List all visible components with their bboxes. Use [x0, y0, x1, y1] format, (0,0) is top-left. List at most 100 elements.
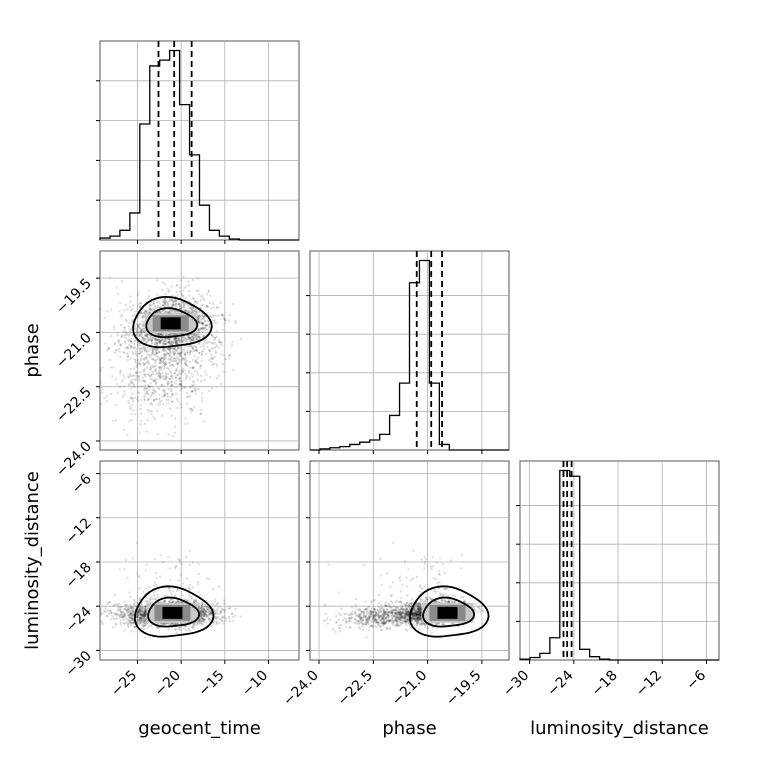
sample-point: [362, 610, 365, 613]
sample-point: [153, 584, 157, 587]
sample-point: [123, 567, 126, 571]
sample-point: [190, 597, 193, 601]
sample-point: [201, 604, 204, 607]
sample-point: [130, 612, 134, 615]
sample-point: [172, 364, 175, 367]
sample-point: [177, 600, 181, 603]
sample-point: [222, 314, 225, 317]
sample-point: [132, 625, 136, 629]
sample-point: [195, 345, 198, 348]
sample-point: [149, 395, 153, 398]
sample-point: [114, 623, 118, 627]
sample-point: [191, 384, 194, 387]
sample-point: [194, 337, 198, 340]
sample-point: [116, 617, 119, 620]
sample-point: [200, 600, 203, 604]
sample-point: [127, 608, 131, 611]
sample-point: [216, 603, 219, 606]
sample-point: [153, 581, 157, 584]
sample-point: [106, 349, 109, 352]
sample-point: [198, 351, 201, 355]
sample-point: [206, 319, 210, 322]
sample-point: [201, 623, 204, 626]
sample-point: [211, 357, 214, 361]
sample-point: [136, 323, 139, 327]
sample-point: [205, 613, 208, 617]
sample-point: [145, 596, 148, 600]
sample-point: [152, 307, 155, 310]
sample-point: [163, 283, 167, 286]
sample-point: [178, 360, 181, 363]
sample-point: [184, 309, 187, 313]
sample-point: [131, 350, 135, 354]
sample-point: [198, 315, 201, 319]
sample-point: [148, 598, 152, 601]
sample-point: [221, 619, 225, 622]
sample-point: [191, 345, 194, 348]
sample-point: [137, 303, 140, 306]
sample-point: [155, 397, 158, 401]
sample-point: [179, 351, 182, 354]
sample-point: [180, 369, 184, 372]
sample-point: [191, 389, 194, 393]
sample-point: [153, 590, 156, 594]
sample-point: [159, 356, 162, 360]
sample-point: [119, 621, 122, 624]
sample-point: [201, 349, 205, 353]
sample-point: [207, 610, 210, 613]
sample-point: [194, 599, 198, 602]
sample-point: [123, 607, 126, 611]
sample-point: [196, 356, 199, 360]
sample-point: [167, 332, 171, 336]
sample-point: [201, 322, 205, 325]
sample-point: [197, 292, 200, 296]
sample-point: [206, 323, 210, 327]
sample-point: [167, 290, 170, 294]
sample-point: [176, 347, 180, 351]
sample-point: [171, 311, 174, 314]
sample-point: [141, 316, 144, 319]
sample-point: [123, 614, 127, 617]
sample-point: [197, 605, 201, 608]
sample-point: [143, 387, 146, 390]
sample-point: [183, 286, 186, 290]
sample-point: [130, 380, 133, 383]
sample-point: [184, 377, 188, 380]
sample-point: [195, 361, 199, 365]
sample-point: [163, 349, 166, 352]
sample-point: [130, 328, 133, 332]
sample-point: [146, 333, 149, 336]
sample-point: [118, 602, 121, 606]
sample-point: [170, 285, 173, 288]
sample-point: [170, 347, 173, 350]
sample-point: [150, 339, 154, 342]
sample-point: [146, 372, 149, 376]
sample-point: [169, 374, 173, 378]
sample-point: [131, 614, 134, 618]
sample-point: [177, 369, 181, 372]
sample-point: [129, 610, 132, 613]
sample-point: [154, 359, 157, 362]
sample-point: [167, 337, 170, 340]
sample-point: [145, 350, 149, 353]
sample-point: [105, 610, 108, 613]
sample-point: [215, 364, 219, 368]
sample-point: [165, 622, 168, 626]
sample-point: [204, 610, 207, 614]
sample-point: [201, 606, 204, 609]
sample-point: [164, 375, 168, 378]
sample-point: [174, 376, 178, 380]
sample-point: [209, 341, 213, 344]
sample-point: [203, 618, 206, 621]
sample-point: [201, 321, 204, 325]
sample-point: [169, 357, 172, 360]
sample-point: [173, 299, 177, 303]
sample-point: [179, 279, 183, 282]
sample-point: [126, 354, 130, 358]
sample-point: [180, 371, 183, 374]
sample-point: [165, 594, 169, 598]
sample-point: [155, 409, 159, 412]
sample-point: [146, 408, 150, 412]
sample-point: [142, 379, 145, 382]
sample-point: [182, 339, 185, 342]
